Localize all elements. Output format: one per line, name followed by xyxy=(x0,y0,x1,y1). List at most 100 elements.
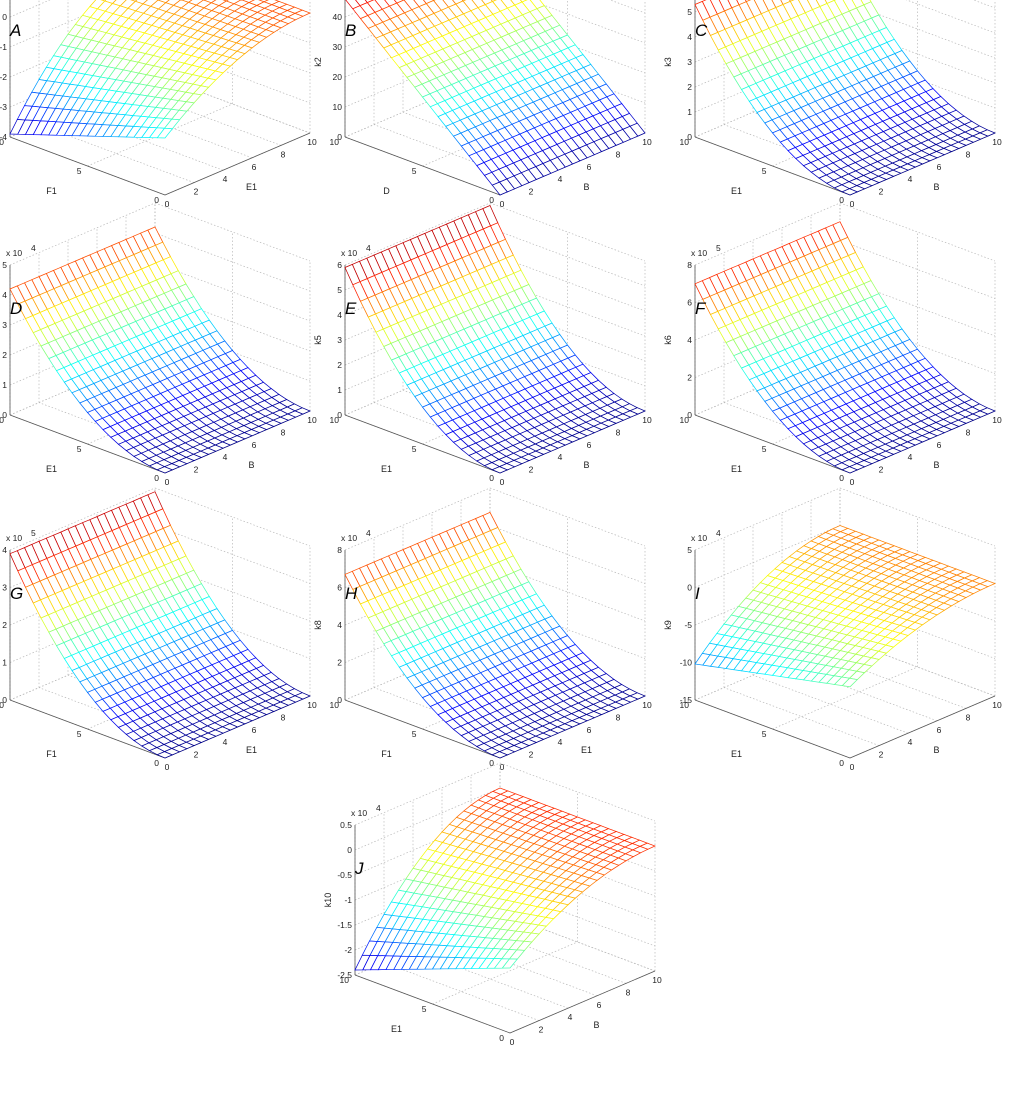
x-axis-label: E1 xyxy=(246,182,257,192)
x-tick-label: 10 xyxy=(992,700,1002,710)
side-wall-gridline xyxy=(154,14,311,74)
z-multiplier: x 10 xyxy=(351,808,367,818)
side-wall-gridline xyxy=(489,14,646,74)
z-tick-label: -1 xyxy=(344,895,352,905)
y-tick-label: 10 xyxy=(0,137,4,147)
z-tick-label: 1 xyxy=(2,380,7,390)
surface-cell xyxy=(841,466,859,474)
z-multiplier: x 10 xyxy=(341,533,357,543)
side-wall-gridline xyxy=(489,277,646,337)
x-tick-label: 4 xyxy=(223,174,228,184)
y-axis-label: E1 xyxy=(46,464,57,474)
y-axis-label: E1 xyxy=(381,464,392,474)
x-axis-label: B xyxy=(933,182,939,192)
z-tick-label: -0.5 xyxy=(337,870,352,880)
y-tick-label: 0 xyxy=(839,758,844,768)
floor-gridline xyxy=(752,674,909,734)
y-axis-line xyxy=(9,699,166,759)
floor-gridline xyxy=(373,124,530,183)
surface-cell xyxy=(491,466,509,474)
panel-label: F xyxy=(695,299,707,318)
x-tick-label: 8 xyxy=(966,427,971,437)
z-axis-label: k9 xyxy=(663,620,673,630)
side-wall-gridline xyxy=(489,302,646,362)
y-tick-label: 0 xyxy=(489,473,494,483)
x-tick-label: 10 xyxy=(307,137,317,147)
z-tick-label: 4 xyxy=(337,310,342,320)
y-tick-label: 5 xyxy=(77,444,82,454)
x-tick-label: 6 xyxy=(252,440,257,450)
x-tick-label: 8 xyxy=(281,712,286,722)
z-exponent: 4 xyxy=(31,243,36,253)
x-tick-label: 6 xyxy=(937,440,942,450)
x-tick-label: 6 xyxy=(587,440,592,450)
x-tick-label: 2 xyxy=(194,187,199,197)
y-tick-label: 0 xyxy=(154,473,159,483)
z-tick-label: 10 xyxy=(333,102,343,112)
x-axis-line xyxy=(164,132,311,196)
z-tick-label: 5 xyxy=(687,7,692,17)
z-tick-label: -5 xyxy=(684,620,692,630)
y-tick-label: 0 xyxy=(489,758,494,768)
y-axis-label: E1 xyxy=(731,464,742,474)
surface-cell xyxy=(841,188,859,196)
y-tick-label: 5 xyxy=(77,729,82,739)
x-tick-label: 6 xyxy=(937,725,942,735)
x-axis-label: E1 xyxy=(246,745,257,755)
z-exponent: 4 xyxy=(366,243,371,253)
floor-gridline xyxy=(723,124,880,183)
x-tick-label: 6 xyxy=(937,162,942,172)
y-axis-label: F1 xyxy=(46,186,57,196)
z-tick-label: -4 xyxy=(0,132,7,142)
z-tick-label: 2 xyxy=(2,350,7,360)
x-tick-label: 2 xyxy=(529,750,534,760)
floor-gridline xyxy=(373,687,530,746)
x-tick-label: 10 xyxy=(992,137,1002,147)
z-tick-label: 3 xyxy=(2,583,7,593)
z-tick-label: 0 xyxy=(687,410,692,420)
x-tick-label: 10 xyxy=(652,975,662,985)
z-tick-label: 4 xyxy=(2,290,7,300)
z-exponent: 4 xyxy=(376,803,381,813)
x-axis-label: B xyxy=(933,460,939,470)
y-tick-label: 0 xyxy=(154,758,159,768)
x-tick-label: 2 xyxy=(529,187,534,197)
y-tick-label: 10 xyxy=(330,415,340,425)
x-tick-label: 2 xyxy=(879,750,884,760)
side-wall-gridline xyxy=(489,327,646,387)
y-axis-line xyxy=(694,699,851,759)
z-tick-label: -2 xyxy=(0,72,7,82)
side-wall-gridline xyxy=(839,637,996,697)
y-tick-label: 0 xyxy=(499,1033,504,1043)
x-tick-label: 4 xyxy=(223,737,228,747)
side-wall-gridline xyxy=(489,487,646,547)
panel-label: A xyxy=(9,21,21,40)
x-tick-label: 2 xyxy=(529,465,534,475)
y-axis-line xyxy=(9,414,166,474)
x-tick-label: 4 xyxy=(223,452,228,462)
z-tick-label: -3 xyxy=(0,102,7,112)
panel-c: 012345602468100510BE1k3x 104C xyxy=(663,0,1002,209)
z-tick-label: 4 xyxy=(687,32,692,42)
y-tick-label: 10 xyxy=(0,700,4,710)
z-tick-label: 0 xyxy=(2,410,7,420)
panel-i: -15 -10 -5 0 5 0 2 4 6 8 10 0 5 10 B E1 k9 x 10 4 I xyxy=(663,487,1002,772)
z-axis-label: k5 xyxy=(313,335,323,345)
x-tick-label: 6 xyxy=(597,1000,602,1010)
z-multiplier: x 10 xyxy=(691,248,707,258)
panel-a: -4-3-2-10102468100510E1F1k1x 104A xyxy=(0,0,317,209)
z-axis-label: k3 xyxy=(663,57,673,67)
side-wall-gridline xyxy=(839,315,996,374)
y-axis-line xyxy=(694,136,851,196)
x-tick-label: 10 xyxy=(642,415,652,425)
z-multiplier: x 10 xyxy=(6,533,22,543)
side-wall-gridline xyxy=(839,562,996,622)
y-tick-label: 10 xyxy=(330,700,340,710)
y-tick-label: 5 xyxy=(762,444,767,454)
z-tick-label: 0 xyxy=(347,845,352,855)
y-tick-label: 5 xyxy=(412,729,417,739)
x-axis-label: B xyxy=(933,745,939,755)
